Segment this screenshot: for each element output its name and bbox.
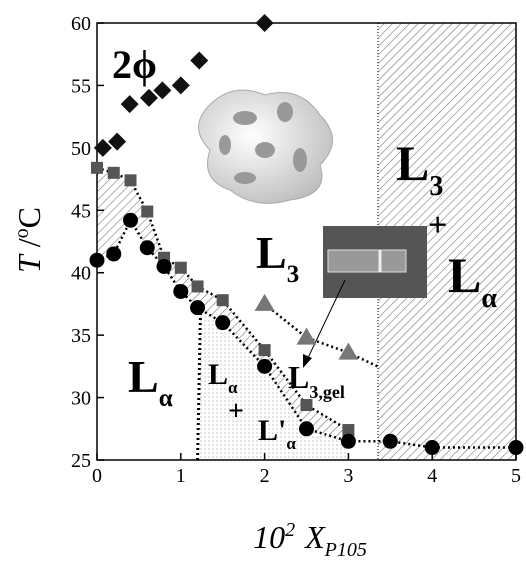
square-point: [91, 162, 103, 174]
circle-point: [341, 434, 356, 449]
label-text: L: [448, 247, 481, 303]
region-label: +: [428, 207, 447, 244]
y-tick-label: 45: [71, 200, 91, 222]
sponge-inset: [199, 90, 333, 203]
label-subscript: 3,gel: [309, 382, 345, 402]
label-subscript: α: [286, 434, 296, 453]
label-text: L: [396, 135, 429, 191]
circle-point: [106, 246, 121, 261]
diamond-point: [172, 76, 190, 94]
y-axis-label: T /oC: [11, 207, 47, 273]
pore: [234, 172, 256, 184]
diamond-point: [190, 51, 208, 69]
pore: [293, 148, 307, 172]
y-tick-label: 35: [71, 325, 91, 347]
square-point: [259, 344, 271, 356]
circle-point: [257, 359, 272, 374]
square-point: [175, 262, 187, 274]
y-tick-label: 60: [71, 13, 91, 35]
circle-point: [123, 213, 138, 228]
label-text: L: [288, 359, 309, 395]
region-label: Lα: [128, 351, 173, 412]
y-tick-label: 50: [71, 138, 91, 160]
region-label: 2ϕ: [112, 42, 157, 87]
diamond-point: [121, 95, 139, 113]
x-tick-label: 5: [511, 465, 521, 487]
circle-point: [90, 253, 105, 268]
label-text: +: [428, 207, 447, 244]
square-point: [125, 174, 137, 186]
circle-point: [299, 421, 314, 436]
triangle-point: [255, 294, 275, 311]
label-subscript: α: [481, 283, 497, 314]
label-text: +: [228, 396, 244, 427]
circle-point: [509, 440, 524, 455]
circle-point: [157, 259, 172, 274]
label-subscript: 3: [429, 171, 443, 202]
square-point: [108, 167, 120, 179]
square-point: [217, 294, 229, 306]
label-text: L: [256, 227, 287, 278]
square-point: [141, 206, 153, 218]
label-text: L: [208, 358, 228, 391]
y-tick-label: 30: [71, 388, 91, 410]
y-tick-label: 40: [71, 263, 91, 285]
region-label: +: [228, 396, 244, 427]
y-tick-label: 55: [71, 75, 91, 97]
chart: T /oC 102XP105 01234525303540455055602ϕL…: [0, 0, 526, 565]
capillary: [328, 250, 406, 272]
pore: [255, 142, 275, 158]
x-tick-label: 1: [176, 465, 186, 487]
x-tick-label: 2: [260, 465, 270, 487]
label-subscript: 3: [287, 261, 300, 288]
circle-point: [215, 315, 230, 330]
pore: [277, 102, 293, 122]
label-text: L: [128, 351, 159, 402]
circle-point: [383, 434, 398, 449]
x-tick-label: 4: [427, 465, 437, 487]
label-subscript: α: [228, 378, 238, 397]
circle-point: [190, 300, 205, 315]
circle-point: [425, 440, 440, 455]
label-text: L': [258, 414, 286, 447]
x-tick-label: 0: [92, 465, 102, 487]
square-point: [192, 280, 204, 292]
region-label: L3: [256, 227, 299, 288]
y-tick-label: 25: [71, 450, 91, 472]
pore: [233, 111, 257, 125]
circle-point: [173, 284, 188, 299]
circle-point: [140, 240, 155, 255]
triangle-point: [297, 328, 317, 345]
diamond-point: [256, 14, 274, 32]
label-subscript: α: [159, 385, 173, 412]
label-text: 2ϕ: [112, 42, 157, 87]
pore: [219, 135, 231, 155]
x-tick-label: 3: [343, 465, 353, 487]
